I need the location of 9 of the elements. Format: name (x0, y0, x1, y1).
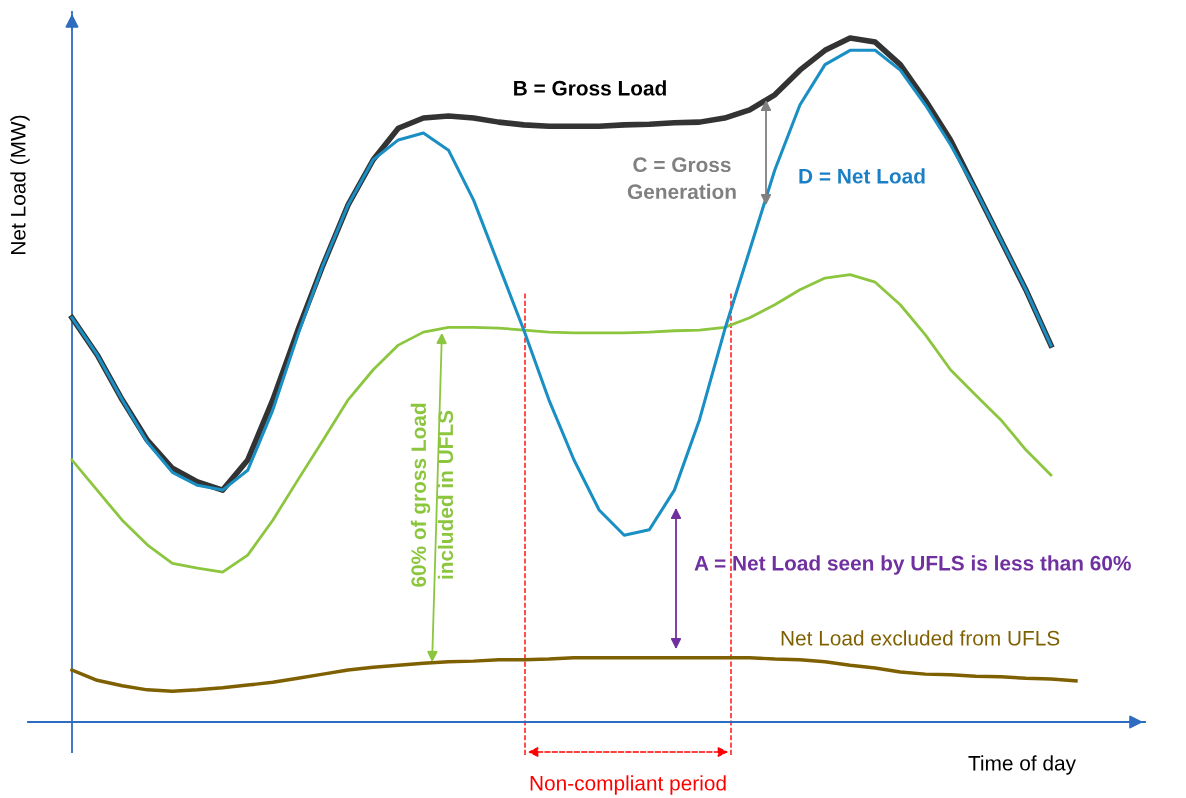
x-axis-title: Time of day (968, 755, 1076, 775)
annotation: D = Net Load (799, 168, 925, 184)
annotation: C = Gross Generation (627, 157, 736, 200)
annotation: 60% of gross Load included in UFLS (410, 403, 454, 587)
annotation: B = Gross Load (514, 80, 666, 96)
annotation: A = Net Load seen by UFLS is less than 60% (694, 555, 1131, 575)
annotation: Net Load excluded from UFLS (781, 630, 1060, 646)
y-axis-title: Net Load (MW) (10, 115, 30, 254)
text: Non-compliant period (530, 775, 726, 795)
